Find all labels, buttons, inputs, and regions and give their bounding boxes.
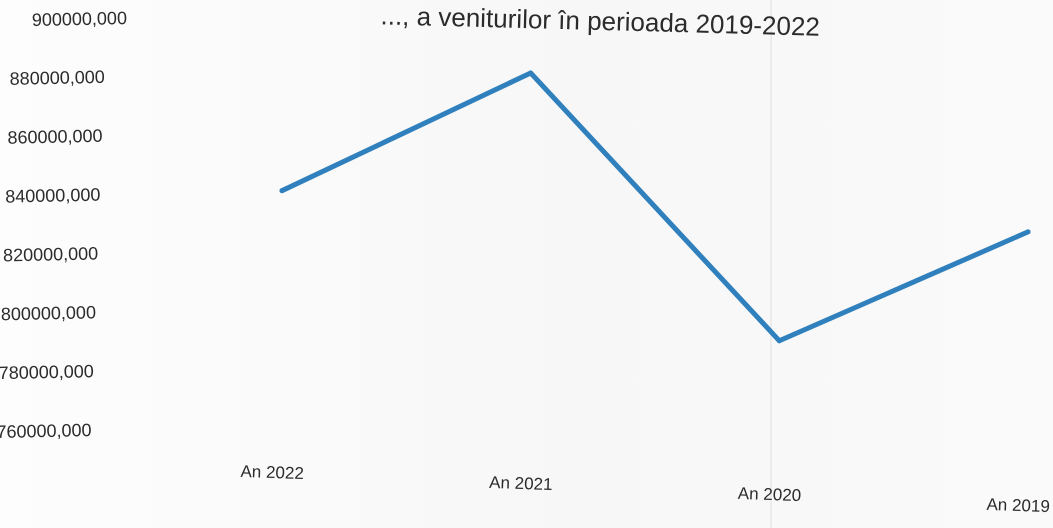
data-point [279,188,285,194]
data-point [528,70,534,76]
y-tick-label: 760000,000 [0,420,92,442]
y-tick-label: 820000,000 [3,243,99,265]
series-line [279,70,1031,344]
x-tick-label: An 2019 [986,495,1050,516]
chart-title: ..., a veniturilor în perioada 2019-2022 [380,0,820,41]
x-tick-label: An 2022 [240,462,304,483]
y-tick-label: 780000,000 [0,361,94,383]
y-tick-label: 880000,000 [9,67,105,89]
y-axis: 900000,000 880000,000 860000,000 840000,000… [0,8,127,442]
y-tick-label: 840000,000 [5,185,101,207]
series-group [279,70,1031,344]
data-point [776,338,782,344]
data-point [1025,229,1031,235]
y-tick-label: 860000,000 [7,126,103,148]
x-axis: An 2022 An 2021 An 2020 An 2019 [240,462,1050,516]
y-tick-label: 900000,000 [32,8,128,30]
y-tick-label: 800000,000 [1,302,97,324]
scan-artifact-line [770,0,772,528]
x-tick-label: An 2020 [738,484,802,505]
x-tick-label: An 2021 [489,473,553,494]
